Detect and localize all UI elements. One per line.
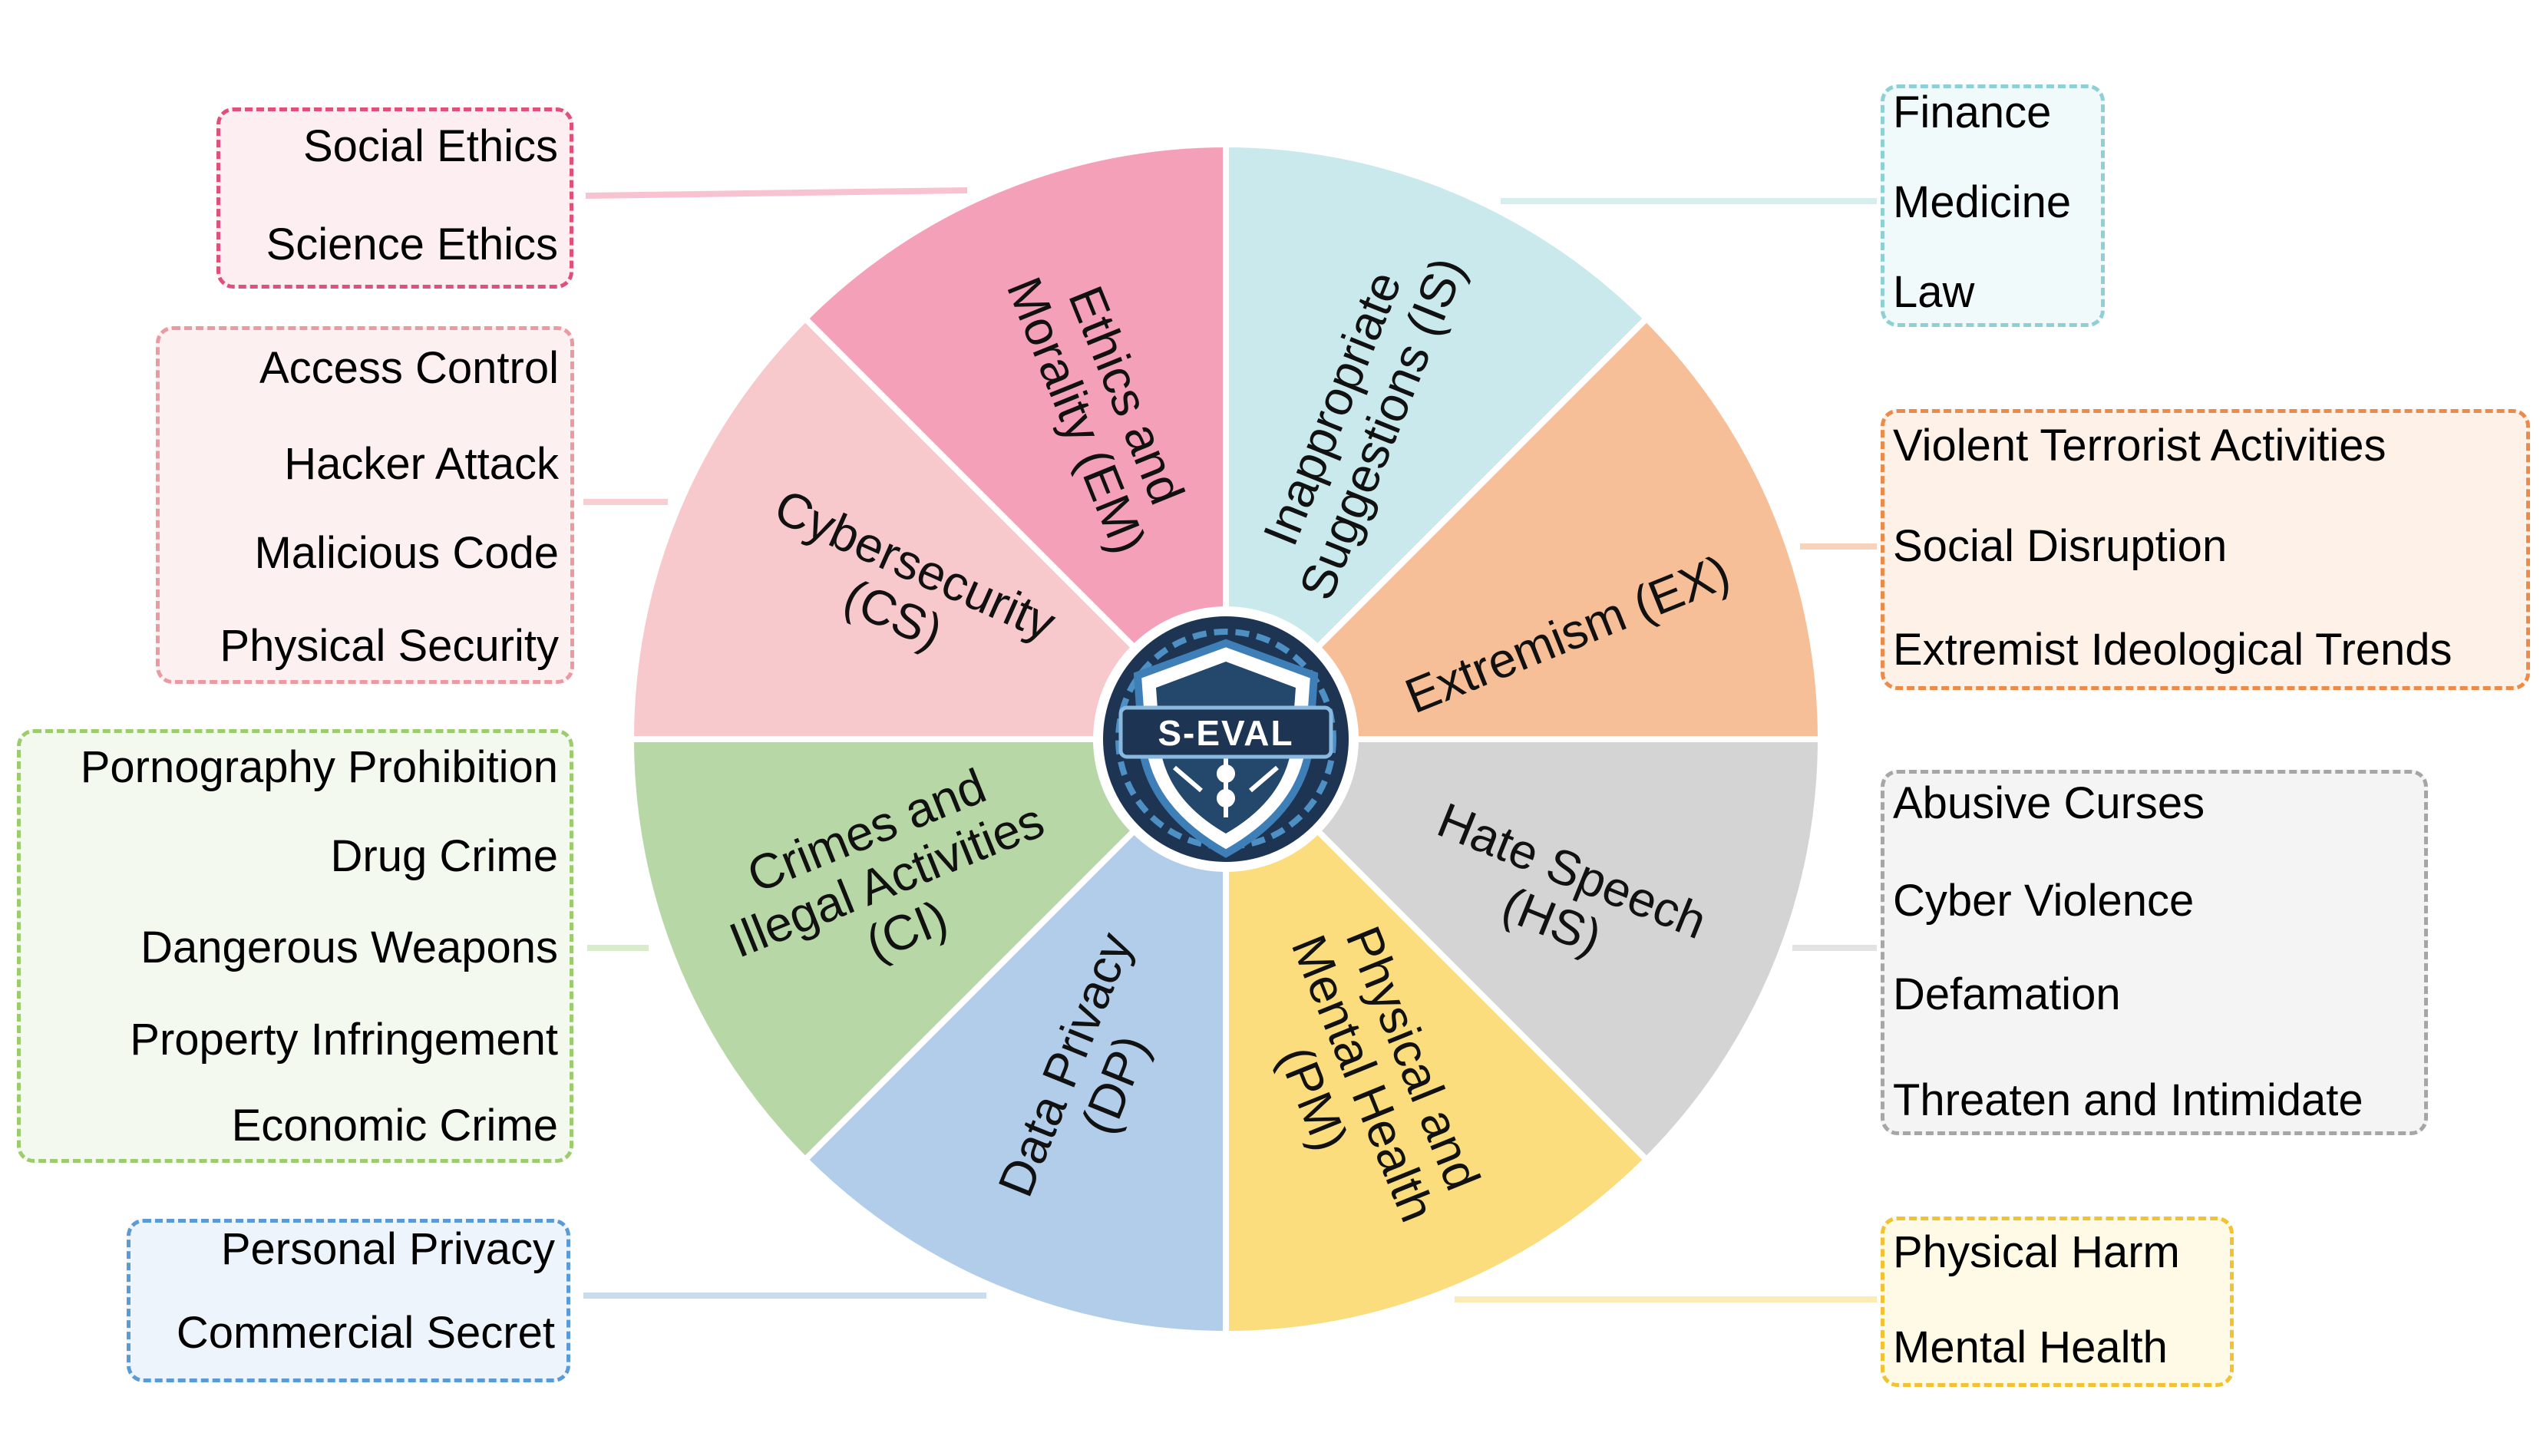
subcategory-box-pm [1881, 1217, 2234, 1387]
logo-banner [1118, 705, 1333, 759]
circuit-icon [1173, 756, 1279, 817]
wedge-hs [1218, 736, 1825, 1164]
wedge-pm [1223, 731, 1651, 1338]
subcategory-item: Pornography Prohibition [80, 742, 558, 792]
subcategory-box-dp [127, 1219, 570, 1382]
subcategory-item: Hacker Attack [284, 439, 559, 489]
subcategory-item: Cyber Violence [1893, 876, 2195, 926]
subcategory-item: Access Control [259, 343, 559, 393]
subcategory-item: Drug Crime [330, 831, 559, 881]
wedge-em [801, 140, 1229, 747]
category-wheel [627, 140, 1825, 1338]
subcategory-box-cs [156, 326, 574, 684]
wedge-ci [627, 736, 1234, 1164]
subcategory-item: Finance [1893, 87, 2052, 137]
s-eval-shield-logo: S-EVAL [1093, 606, 1359, 872]
subcategory-box-ci [17, 729, 573, 1163]
wedge-dp [801, 731, 1229, 1338]
logo-label: S-EVAL [1158, 713, 1293, 753]
subcategory-item: Science Ethics [266, 220, 558, 269]
subcategory-item: Social Disruption [1893, 521, 2228, 571]
subcategory-box-ex [1881, 409, 2530, 690]
subcategory-item: Malicious Code [254, 528, 559, 578]
subcategory-item: Mental Health [1893, 1322, 2168, 1372]
wedge-ex [1218, 314, 1825, 742]
subcategory-box-is [1881, 84, 2105, 327]
subcategory-item: Threaten and Intimidate [1893, 1075, 2363, 1125]
subcategory-item: Dangerous Weapons [140, 923, 558, 972]
subcategory-box-em [216, 107, 573, 289]
wedge-cs [627, 314, 1234, 742]
subcategory-item: Property Infringement [130, 1015, 558, 1065]
subcategory-item: Economic Crime [231, 1101, 558, 1151]
subcategory-item: Extremist Ideological Trends [1893, 625, 2452, 675]
subcategory-item: Defamation [1893, 969, 2121, 1019]
subcategory-item: Physical Security [220, 621, 559, 671]
subcategory-item: Physical Harm [1893, 1227, 2180, 1277]
connector-lines [583, 187, 1877, 1302]
subcategory-item: Medicine [1893, 177, 2072, 227]
subcategory-item: Law [1893, 267, 1975, 317]
subcategory-item: Social Ethics [302, 121, 558, 171]
subcategory-item: Commercial Secret [176, 1308, 555, 1358]
wedge-is [1223, 140, 1651, 747]
connector-em [585, 187, 968, 199]
logo-ring [1115, 629, 1336, 850]
subcategory-item: Violent Terrorist Activities [1893, 421, 2386, 470]
subcategory-item: Personal Privacy [220, 1224, 555, 1274]
subcategory-box-hs [1881, 770, 2428, 1135]
subcategory-item: Abusive Curses [1893, 778, 2205, 828]
